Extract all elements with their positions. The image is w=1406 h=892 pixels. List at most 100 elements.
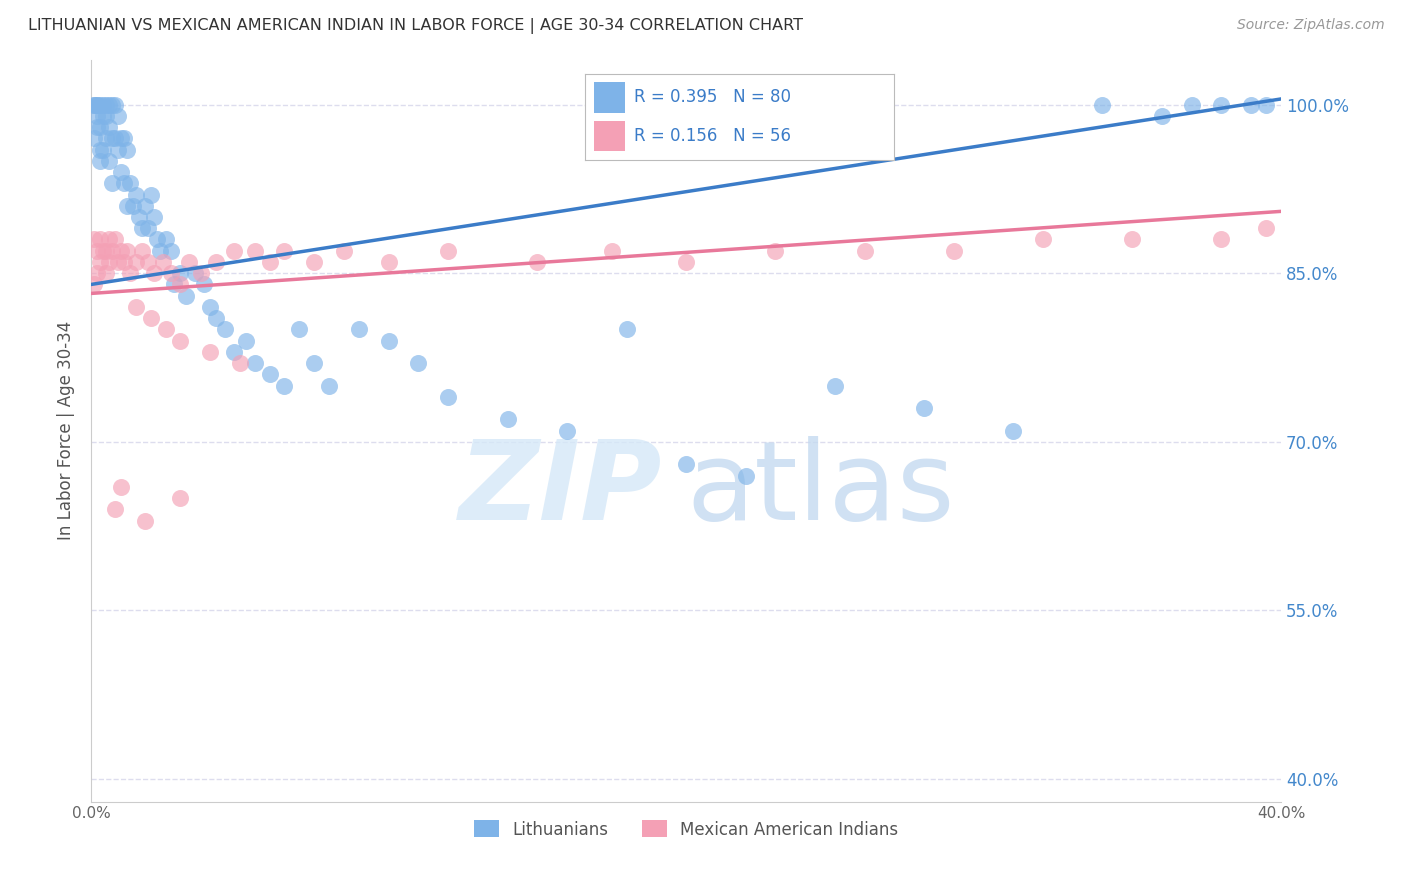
Point	[259, 255, 281, 269]
Point	[184, 266, 207, 280]
Point	[83, 97, 105, 112]
Point	[198, 344, 221, 359]
Point	[1121, 232, 1143, 246]
Point	[555, 424, 578, 438]
Point	[110, 165, 132, 179]
Point	[86, 244, 108, 258]
Point	[853, 244, 876, 258]
Point	[408, 356, 430, 370]
Point	[101, 244, 124, 258]
Point	[136, 255, 159, 269]
Point	[91, 97, 114, 112]
Point	[94, 244, 117, 258]
Point	[152, 255, 174, 269]
Point	[125, 187, 148, 202]
Point	[142, 210, 165, 224]
Point	[121, 199, 143, 213]
Point	[107, 143, 129, 157]
Point	[318, 378, 340, 392]
Point	[205, 311, 228, 326]
Point	[139, 311, 162, 326]
Point	[94, 266, 117, 280]
Point	[160, 266, 183, 280]
Point	[83, 232, 105, 246]
Point	[134, 199, 156, 213]
Point	[107, 109, 129, 123]
Point	[89, 97, 111, 112]
Point	[222, 344, 245, 359]
Point	[94, 97, 117, 112]
Point	[496, 412, 519, 426]
Point	[347, 322, 370, 336]
Point	[86, 109, 108, 123]
Point	[98, 255, 121, 269]
Point	[115, 244, 138, 258]
Point	[101, 131, 124, 145]
Text: LITHUANIAN VS MEXICAN AMERICAN INDIAN IN LABOR FORCE | AGE 30-34 CORRELATION CHA: LITHUANIAN VS MEXICAN AMERICAN INDIAN IN…	[28, 18, 803, 34]
Point	[89, 255, 111, 269]
Point	[179, 255, 201, 269]
Point	[134, 514, 156, 528]
Point	[377, 255, 399, 269]
Point	[148, 244, 170, 258]
Text: atlas: atlas	[686, 436, 955, 543]
Point	[259, 368, 281, 382]
Point	[176, 288, 198, 302]
Point	[600, 244, 623, 258]
Legend: Lithuanians, Mexican American Indians: Lithuanians, Mexican American Indians	[467, 814, 905, 846]
Point	[136, 221, 159, 235]
Point	[110, 244, 132, 258]
Point	[89, 153, 111, 168]
Y-axis label: In Labor Force | Age 30-34: In Labor Force | Age 30-34	[58, 321, 75, 541]
Point	[115, 199, 138, 213]
Point	[118, 266, 141, 280]
Point	[288, 322, 311, 336]
Point	[1091, 97, 1114, 112]
Point	[1181, 97, 1204, 112]
Point	[128, 210, 150, 224]
Point	[125, 300, 148, 314]
Point	[205, 255, 228, 269]
Point	[86, 120, 108, 134]
Point	[98, 153, 121, 168]
Point	[169, 277, 191, 292]
Point	[104, 97, 127, 112]
Point	[101, 176, 124, 190]
Point	[1254, 97, 1277, 112]
Point	[94, 131, 117, 145]
Point	[273, 378, 295, 392]
Point	[86, 266, 108, 280]
Point	[98, 120, 121, 134]
Point	[155, 322, 177, 336]
Point	[169, 334, 191, 348]
Point	[214, 322, 236, 336]
Point	[1032, 232, 1054, 246]
Point	[139, 187, 162, 202]
Point	[91, 109, 114, 123]
Point	[110, 131, 132, 145]
Point	[229, 356, 252, 370]
Point	[125, 255, 148, 269]
Point	[83, 277, 105, 292]
Point	[101, 97, 124, 112]
Point	[1211, 97, 1233, 112]
Point	[912, 401, 935, 416]
Point	[273, 244, 295, 258]
Point	[222, 244, 245, 258]
Point	[142, 266, 165, 280]
Point	[616, 322, 638, 336]
Point	[198, 300, 221, 314]
Point	[377, 334, 399, 348]
Text: ZIP: ZIP	[458, 436, 662, 543]
Point	[112, 131, 135, 145]
Point	[98, 232, 121, 246]
Point	[104, 232, 127, 246]
Point	[91, 244, 114, 258]
Point	[437, 390, 460, 404]
Point	[1150, 109, 1173, 123]
Point	[145, 232, 167, 246]
Point	[91, 143, 114, 157]
Point	[243, 356, 266, 370]
Point	[1240, 97, 1263, 112]
Point	[104, 502, 127, 516]
